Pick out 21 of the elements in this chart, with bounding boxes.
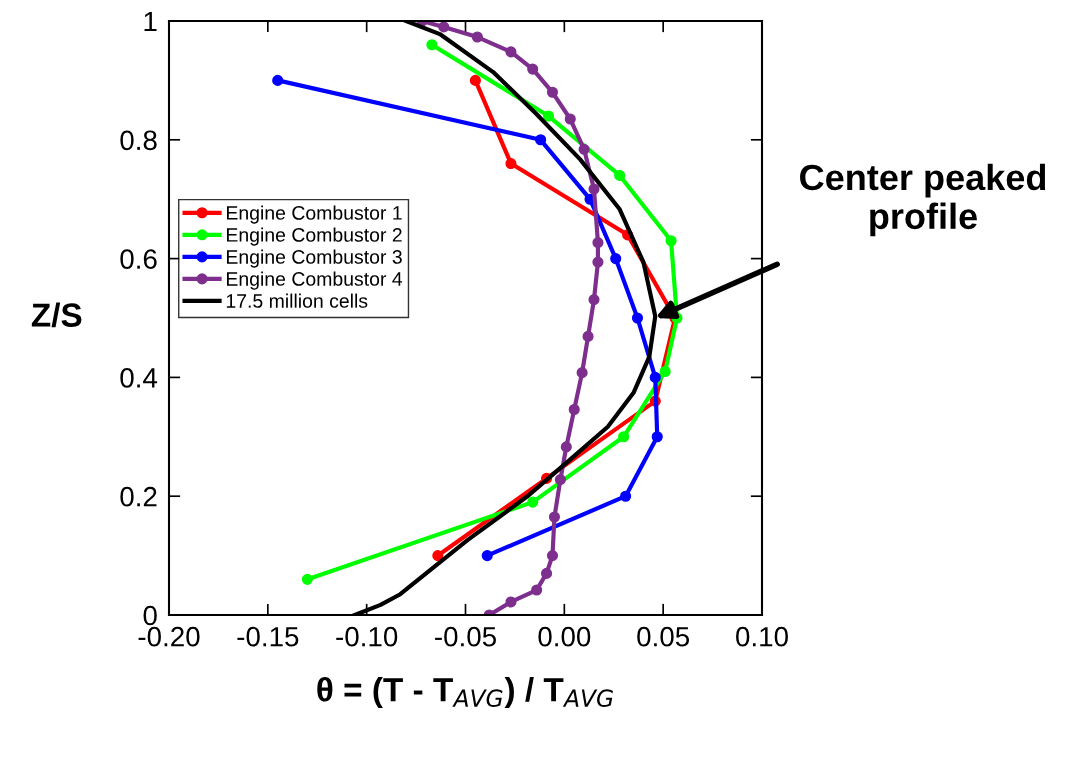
y-tick-label: 0.8 <box>120 130 157 151</box>
x-tick-label: -0.20 <box>138 626 200 647</box>
legend-label: Engine Combustor 1 <box>226 205 402 224</box>
y-tick-label: 0.6 <box>120 249 157 269</box>
legend-label: Engine Combustor 3 <box>226 249 402 268</box>
x-tick-label: 0.05 <box>637 626 690 647</box>
x-axis-title: θ = (T - T$_{AVG}$) / T$_{AVG}$ <box>317 677 613 709</box>
y-tick-label: 0.4 <box>120 368 158 388</box>
x-tick-label: 0.00 <box>538 626 591 647</box>
legend-label: Engine Combustor 4 <box>226 271 403 290</box>
y-tick-label: 0 <box>143 605 157 626</box>
annotation: Center peaked profile <box>800 163 1046 237</box>
x-tick-label: 0.10 <box>736 626 788 647</box>
y-tick-label: 1 <box>144 11 157 32</box>
legend-label: Engine Combustor 2 <box>226 227 402 246</box>
legend-label: 17.5 million cells <box>226 293 368 308</box>
x-tick-label: -0.05 <box>435 626 496 647</box>
y-axis-title: Z/S <box>31 302 82 328</box>
y-tick-label: 0.2 <box>120 486 157 507</box>
x-tick-label: -0.15 <box>237 626 299 647</box>
x-tick-label: -0.10 <box>336 626 398 647</box>
